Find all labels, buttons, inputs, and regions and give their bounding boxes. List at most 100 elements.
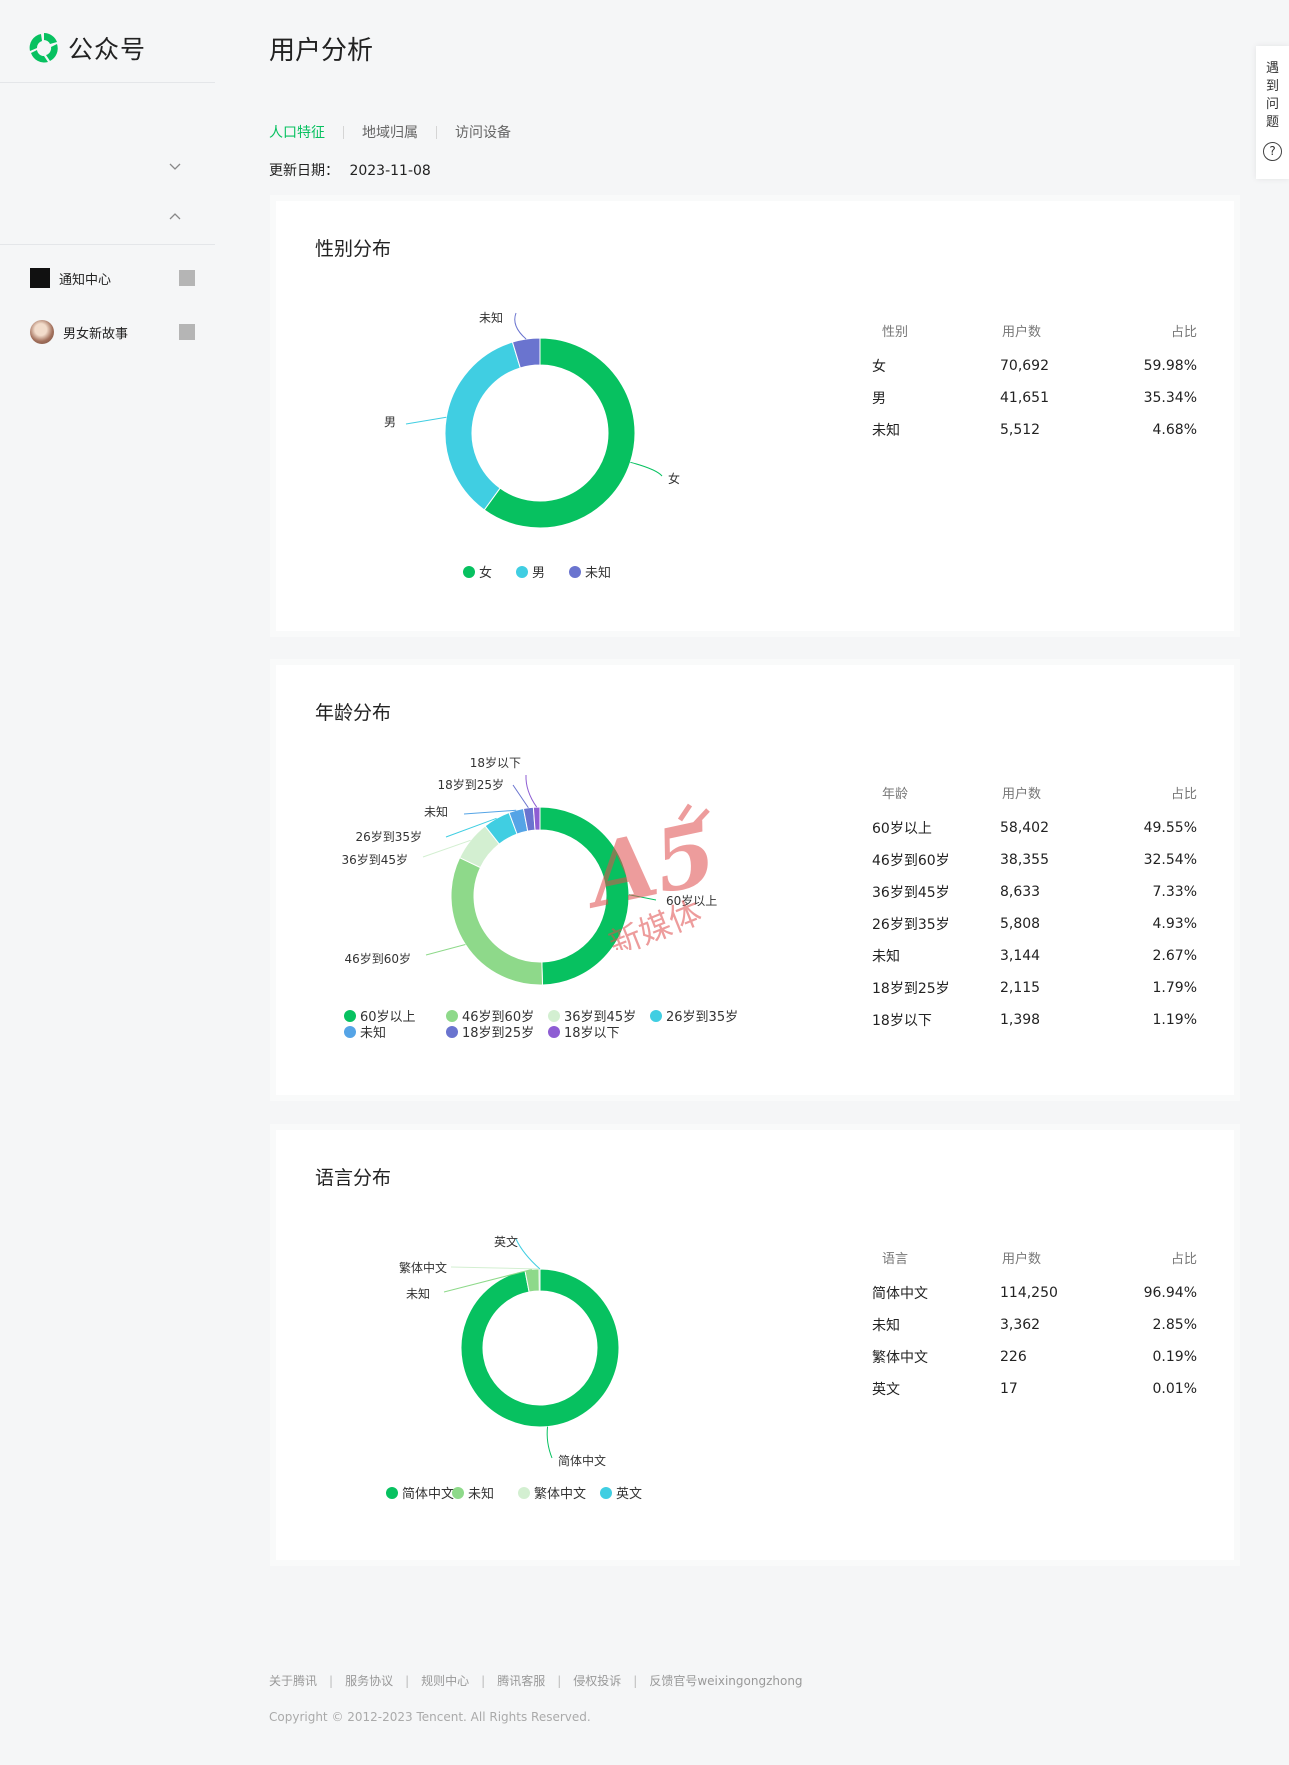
tab-device[interactable]: 访问设备 [455, 125, 511, 141]
footer-link[interactable]: 规则中心 [421, 1674, 470, 1688]
table-cell-label: 男 [872, 391, 886, 407]
legend-marker[interactable] [518, 1487, 530, 1499]
legend-marker[interactable] [452, 1487, 464, 1499]
legend-marker[interactable] [446, 1026, 458, 1038]
footer-link[interactable]: 服务协议 [345, 1674, 394, 1688]
slice-label: 未知 [424, 805, 448, 819]
slice-label-line [630, 461, 663, 477]
tab-demographics[interactable]: 人口特征 [269, 125, 325, 141]
slice-6[interactable] [532, 806, 541, 831]
legend-marker[interactable] [344, 1026, 356, 1038]
slice-label-line [525, 774, 538, 808]
table-row: 简体中文 114,250 96.94% [872, 1277, 1197, 1309]
legend-label[interactable]: 36岁到45岁 [564, 1010, 636, 1025]
language-table: 语言 用户数 占比 简体中文 114,250 96.94% 未知 3,362 2.85% 繁… [872, 1247, 1197, 1405]
table-row: 英文 17 0.01% [872, 1373, 1197, 1405]
legend-label[interactable]: 男 [532, 566, 545, 581]
slice-2[interactable] [511, 337, 541, 369]
table-cell-label: 女 [872, 359, 886, 375]
slice-1[interactable] [444, 341, 521, 511]
help-text-char: 遇 [1266, 61, 1280, 76]
legend-marker[interactable] [516, 566, 528, 578]
table-cell-pct: 49.55% [1143, 820, 1197, 836]
legend-marker[interactable] [446, 1010, 458, 1022]
tab-region[interactable]: 地域归属 [362, 125, 418, 141]
footer-link[interactable]: 腾讯客服 [497, 1674, 546, 1688]
table-cell-count: 41,651 [1000, 390, 1049, 406]
table-cell-pct: 7.33% [1152, 884, 1197, 900]
legend-label[interactable]: 46岁到60岁 [462, 1010, 534, 1025]
slice-label-line [546, 1426, 553, 1459]
sidebar-item-label: 通知中心 [59, 272, 112, 288]
footer-link[interactable]: 侵权投诉 [573, 1674, 622, 1688]
slice-1[interactable] [450, 856, 544, 986]
footer-link[interactable]: 反馈官号weixingongzhong [649, 1674, 803, 1688]
tab-bar: 人口特征 地域归属 访问设备 [269, 122, 511, 142]
table-cell-label: 简体中文 [872, 1286, 928, 1302]
slice-label-line [443, 1268, 533, 1293]
table-cell-count: 5,512 [1000, 422, 1041, 438]
slice-label-line [445, 817, 497, 838]
sidebar-item-notification-center[interactable]: 通知中心 [30, 268, 195, 288]
slice-label-line [425, 944, 466, 956]
legend-label[interactable]: 60岁以上 [360, 1010, 416, 1025]
table-cell-pct: 4.93% [1152, 916, 1197, 932]
legend-label[interactable]: 英文 [616, 1487, 642, 1502]
table-row: 60岁以上 58,402 49.55% [872, 812, 1197, 844]
legend-label[interactable]: 未知 [360, 1025, 386, 1041]
help-tab[interactable]: 遇到问题 ? [1256, 46, 1289, 179]
legend-marker[interactable] [600, 1487, 612, 1499]
legend-label[interactable]: 18岁以下 [564, 1026, 620, 1041]
legend-marker[interactable] [548, 1026, 560, 1038]
chevron-up-icon[interactable] [168, 210, 182, 224]
language-card-title: 语言分布 [315, 1167, 392, 1189]
app-logo[interactable]: 公众号 [28, 30, 146, 66]
legend-marker[interactable] [569, 566, 581, 578]
slice-label: 18岁以下 [470, 755, 521, 770]
legend-marker[interactable] [344, 1010, 356, 1022]
table-header: 语言 用户数 占比 [872, 1247, 1197, 1267]
slice-0[interactable] [460, 1268, 620, 1428]
table-cell-label: 46岁到60岁 [872, 853, 950, 869]
legend-label[interactable]: 繁体中文 [534, 1486, 586, 1502]
legend-marker[interactable] [386, 1487, 398, 1499]
chevron-down-icon[interactable] [168, 159, 182, 173]
table-cell-count: 3,362 [1000, 1317, 1041, 1333]
legend-label[interactable]: 18岁到25岁 [462, 1026, 534, 1041]
age-donut-chart: 60岁以上46岁到60岁36岁到45岁26岁到35岁未知18岁到25岁18岁以下… [341, 755, 738, 1041]
table-cell-label: 18岁以下 [872, 1013, 932, 1029]
legend-label[interactable]: 女 [479, 565, 492, 581]
table-cell-count: 3,144 [1000, 948, 1041, 964]
badge-placeholder [179, 324, 195, 340]
slice-0[interactable] [539, 806, 630, 986]
sidebar-item-label: 男女新故事 [63, 326, 129, 342]
help-text-char: 到 [1266, 79, 1280, 94]
sidebar: 公众号 通知中心 男女新故事 [0, 0, 215, 1765]
table-cell-count: 17 [1000, 1381, 1018, 1397]
slice-label: 未知 [479, 311, 503, 325]
legend-label[interactable]: 简体中文 [402, 1486, 454, 1502]
table-cell-label: 繁体中文 [872, 1350, 928, 1366]
sidebar-item-account[interactable]: 男女新故事 [30, 320, 195, 344]
legend-marker[interactable] [548, 1010, 560, 1022]
wechat-mp-logo-icon [29, 33, 58, 63]
column-header: 性别 [882, 324, 909, 340]
legend-label[interactable]: 26岁到35岁 [666, 1010, 738, 1025]
table-cell-pct: 2.67% [1152, 948, 1197, 964]
slice-0[interactable] [483, 337, 636, 529]
legend-label[interactable]: 未知 [585, 565, 611, 581]
table-cell-pct: 0.19% [1152, 1349, 1197, 1365]
slice-label: 36岁到45岁 [341, 852, 408, 867]
legend-label[interactable]: 未知 [468, 1486, 494, 1502]
update-date: 更新日期： 2023-11-08 [269, 160, 431, 180]
legend-marker[interactable] [650, 1010, 662, 1022]
table-row: 18岁到25岁 2,115 1.79% [872, 972, 1197, 1004]
table-cell-count: 1,398 [1000, 1012, 1041, 1028]
table-row: 46岁到60岁 38,355 32.54% [872, 844, 1197, 876]
slice-label: 未知 [406, 1287, 430, 1301]
slice-label: 男 [384, 415, 396, 429]
slice-label-line [628, 894, 657, 901]
footer-link[interactable]: 关于腾讯 [269, 1674, 318, 1688]
legend-marker[interactable] [463, 566, 475, 578]
slice-label-line [450, 1266, 540, 1270]
